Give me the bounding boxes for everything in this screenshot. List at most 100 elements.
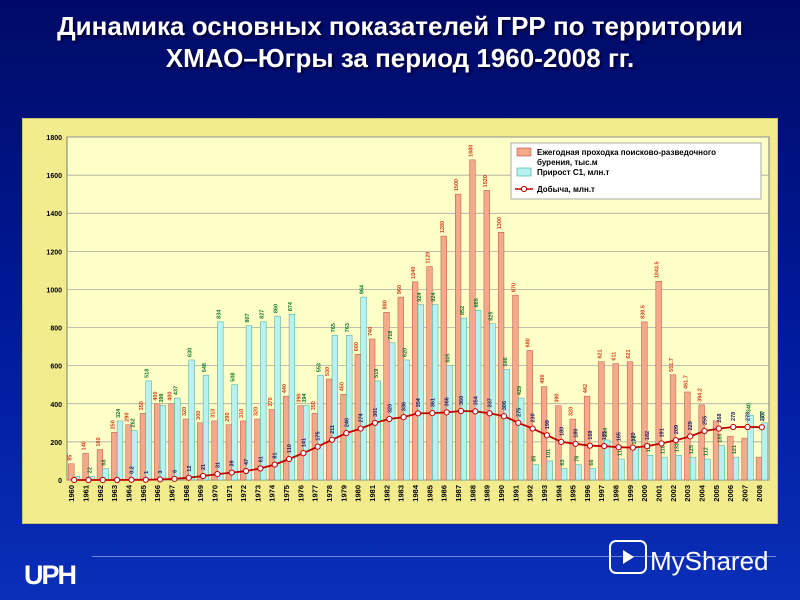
bar-drilling [512,294,519,481]
production-point [371,419,379,426]
x-tick-label: 1971 [225,485,234,502]
bar-value-label: 76 [574,456,580,462]
bar-value-label: 885 [474,298,480,307]
bar-value-label: 605 [446,353,452,362]
bar-value-label: 1043.5 [655,261,661,278]
y-tick-label: 1800 [46,135,62,142]
bar-drilling [655,281,662,481]
bar-value-label: 1280 [440,221,446,233]
production-value-label: 361 [430,398,436,407]
bar-value-label: 140 [82,441,88,450]
bar-value-label: 390 [297,393,303,402]
bar-reserves [589,468,596,481]
bar-reserves [303,405,310,481]
x-tick-label: 2002 [669,485,678,502]
bar-reserves [274,315,281,481]
x-tick-label: 1972 [239,485,248,502]
bar-reserves [518,397,525,481]
bar-reserves [460,317,467,481]
x-tick-label: 1983 [397,485,406,502]
y-tick-label: 400 [50,402,62,409]
production-value-label: 275 [516,408,522,417]
bar-value-label: 22 [87,467,93,473]
bar-drilling [154,403,161,481]
bar-value-label: 620 [403,348,409,357]
bar-value-label: 630 [188,348,194,357]
x-tick-label: 1994 [554,484,563,502]
production-point [586,442,594,449]
bar-value-label: 85 [531,456,537,462]
bar-value-label: 834 [216,309,222,319]
bar-value-label: 548 [202,363,208,372]
production-value-label: 366 [445,397,451,406]
production-value-label: 165 [617,432,623,441]
bar-value-label: 461.7 [683,375,689,389]
production-point [572,440,579,447]
x-tick-label: 1980 [354,485,363,502]
production-value-label: 180 [559,427,565,436]
bar-value-label: 960 [397,285,403,294]
production-point [171,475,178,482]
production-point [214,470,221,478]
bar-value-label: 880 [382,300,388,309]
bar-value-label: 765 [331,323,337,332]
production-point [500,413,508,420]
bar-value-label: 827 [259,310,265,319]
production-point [99,476,106,484]
x-tick-label: 1979 [339,485,348,502]
x-tick-label: 1963 [110,485,119,502]
bar-value-label: 1520 [483,175,489,187]
bar-value-label: 518 [145,369,151,378]
production-value-label: 47 [244,459,250,465]
x-tick-label: 1991 [511,485,520,502]
bar-value-label: 621 [626,349,632,358]
bar-value-label: 1040 [411,267,417,279]
x-tick-label: 2003 [683,485,692,502]
x-tick-label: 1997 [597,485,606,502]
production-value-label: 61 [258,456,264,462]
bar-reserves [489,323,496,481]
bar-reserves [732,456,740,481]
production-point [543,432,551,439]
x-tick-label: 1960 [67,485,76,502]
production-point [357,425,364,432]
x-tick-label: 1973 [253,485,262,502]
bar-reserves [417,304,424,481]
production-value-label: 360 [459,396,465,405]
bar-value-label: 170 [632,435,638,444]
bar-value-label: 394 [302,393,308,403]
production-value-label: 0.2 [129,466,135,474]
bar-drilling [340,394,347,481]
bar-drilling [641,321,648,481]
slide-title: Динамика основных показателей ГРР по тер… [0,10,800,74]
x-tick-label: 1990 [497,485,506,502]
x-tick-label: 1989 [483,485,492,502]
x-tick-label: 1988 [468,485,477,502]
bar-value-label: 310 [239,409,245,418]
footer-divider [92,556,776,557]
x-tick-label: 2005 [712,485,721,502]
bar-reserves [346,334,353,481]
bar-value-label: 320 [182,407,188,416]
bar-drilling [612,363,619,481]
bar-reserves [575,464,582,481]
bar-reserves [603,439,611,481]
production-point [601,442,608,450]
production-point [185,474,192,481]
production-point [386,415,393,423]
production-point [271,461,278,468]
bar-value-label: 924 [417,292,423,302]
bar-value-label: 970 [511,283,517,292]
bar-value-label: 133 [675,443,681,452]
x-tick-label: 2004 [698,484,707,502]
production-value-label: 1 [144,471,150,474]
bar-value-label: 807 [245,313,251,322]
bar-value-label: 250 [110,420,116,429]
production-point [314,443,321,450]
x-tick-label: 2007 [741,485,750,502]
bar-value-label: 394.2 [698,388,704,402]
legend-label-reserves: Прирост С1, млн.т [537,168,610,177]
bar-value-label: 320 [254,407,260,416]
y-tick-label: 0 [58,478,62,485]
bar-value-label: 763 [345,323,351,332]
